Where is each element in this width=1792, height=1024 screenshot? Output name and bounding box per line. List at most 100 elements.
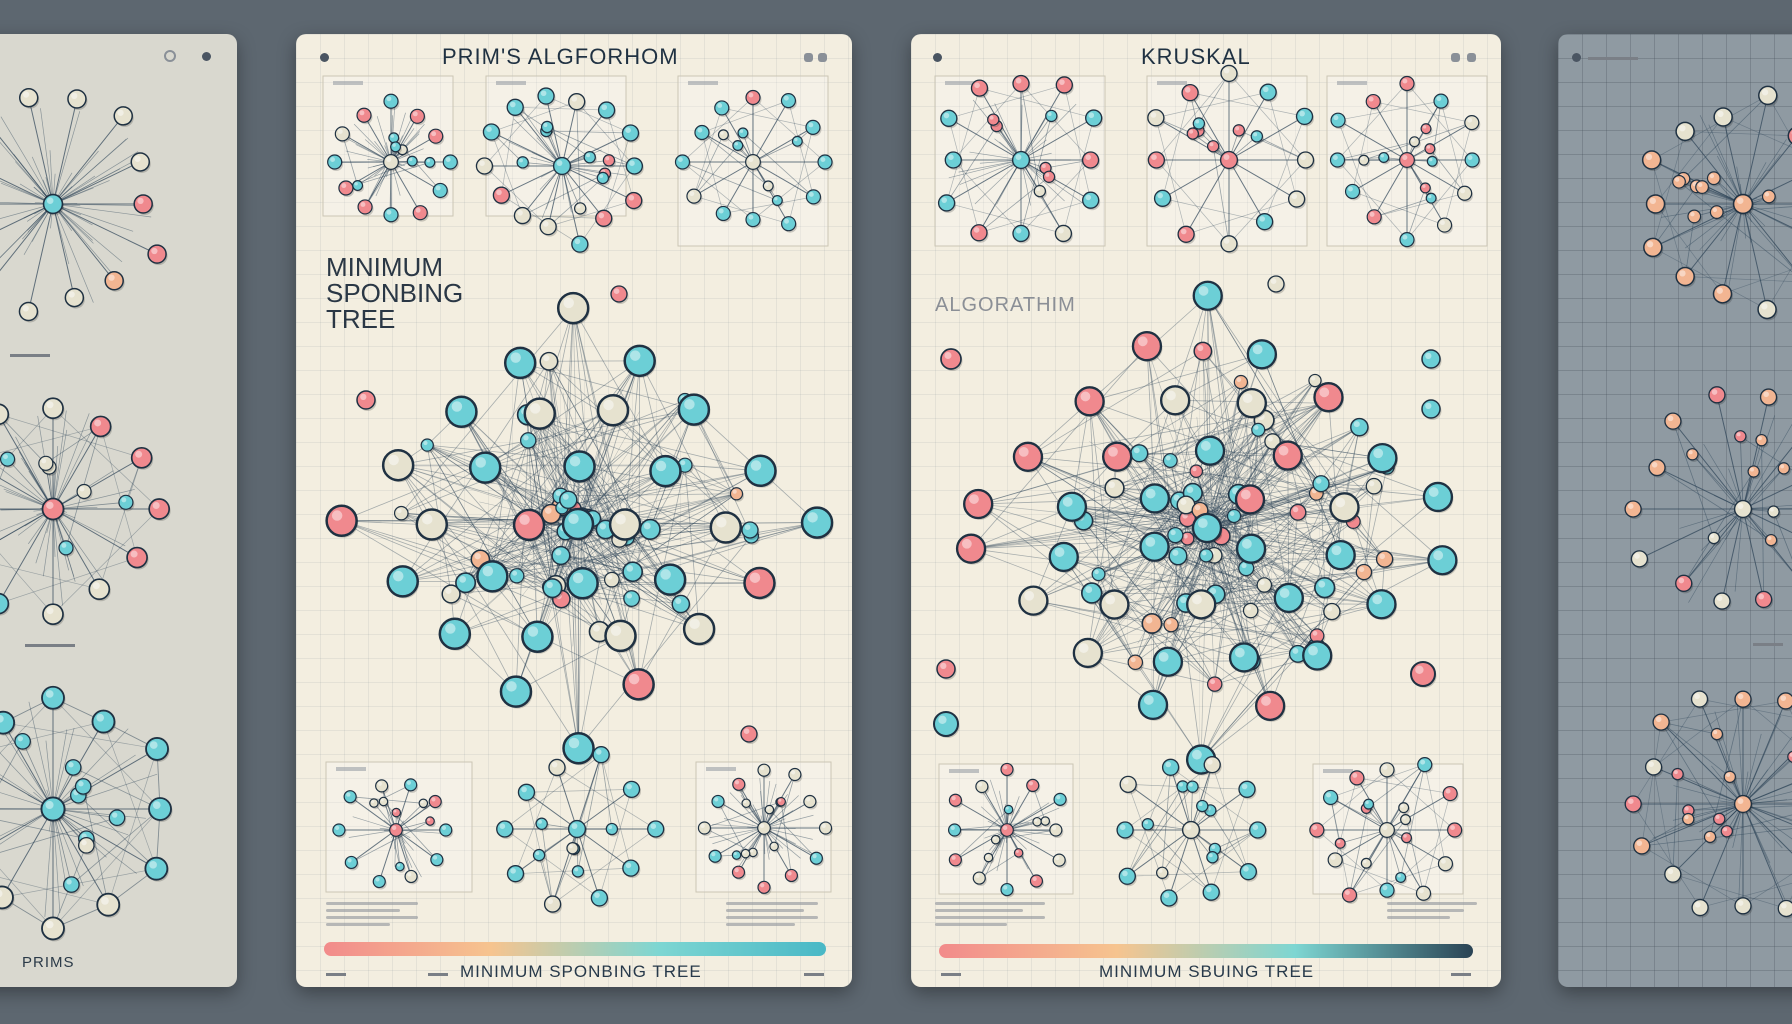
graph-edge <box>1683 95 1769 180</box>
graph-edge <box>52 808 109 905</box>
graph-edge <box>1652 203 1744 248</box>
graph-edge <box>519 362 557 586</box>
graph-node <box>987 113 1000 126</box>
window-control[interactable] <box>1451 53 1460 62</box>
graph-edge <box>1233 515 1382 605</box>
graph-edge <box>1114 555 1207 605</box>
graph-edge <box>1330 797 1388 831</box>
window-control[interactable] <box>818 53 827 62</box>
graph-edge <box>52 161 141 205</box>
graph-edge <box>1673 785 1744 805</box>
graph-edge <box>491 362 521 577</box>
graph-edge <box>400 307 574 514</box>
graph-edge <box>1269 507 1345 706</box>
graph-edge <box>527 440 626 525</box>
graph-edge <box>1138 452 1333 612</box>
graph-edge <box>1761 440 1765 600</box>
graph-edge <box>1098 573 1271 707</box>
graph-node <box>1710 727 1724 741</box>
graph-edge <box>52 754 136 810</box>
graph-edge <box>545 95 631 134</box>
graph-edge <box>600 754 632 869</box>
graph-node <box>605 822 619 836</box>
graph-node <box>970 224 988 242</box>
graph-node <box>1235 533 1267 564</box>
gradient-scale-bar <box>324 942 826 956</box>
graph-edge <box>52 203 115 282</box>
graph-edge <box>701 132 754 163</box>
window-control[interactable] <box>1467 53 1476 62</box>
graph-edge <box>1386 829 1446 865</box>
graph-edge <box>1228 159 1306 245</box>
graph-edge <box>426 444 538 637</box>
window-control[interactable] <box>804 53 813 62</box>
graph-edge <box>1245 567 1299 655</box>
graph-edge <box>1406 187 1426 240</box>
graph-edge <box>714 827 765 857</box>
graph-edge <box>515 767 558 874</box>
graph-node <box>1000 762 1014 777</box>
graph-node <box>970 79 989 97</box>
graph-edge <box>397 464 562 600</box>
graph-node <box>42 193 64 215</box>
graph-edge <box>577 523 662 611</box>
graph-edge <box>1688 805 1792 811</box>
graph-node <box>395 861 405 872</box>
graph-edge <box>1168 829 1258 899</box>
graph-edge <box>1098 396 1329 575</box>
graph-edge <box>491 101 577 133</box>
graph-edge <box>351 820 431 863</box>
graph-edge <box>1209 419 1265 531</box>
graph-node <box>1000 882 1014 897</box>
graph-node <box>596 393 630 427</box>
graph-edge <box>1170 766 1258 831</box>
graph-edge <box>395 829 422 878</box>
graph-node <box>740 725 758 743</box>
graph-edge <box>52 508 63 606</box>
graph-edge <box>561 399 686 509</box>
graph-edge <box>1063 117 1095 234</box>
prims-footer: MINIMUM SPONBING TREE <box>460 962 702 981</box>
graph-edge <box>1709 699 1744 837</box>
graph-edge <box>1352 101 1374 192</box>
graph-edge <box>401 399 686 514</box>
graph-edge <box>572 308 579 525</box>
graph-edge <box>1742 396 1770 510</box>
graph-edge <box>1177 555 1333 612</box>
graph-edge <box>752 140 798 163</box>
graph-node <box>937 194 956 212</box>
graph-edge <box>1206 483 1322 529</box>
graph-edge <box>1742 203 1792 229</box>
graph-edge <box>611 579 681 605</box>
graph-node <box>1186 589 1217 620</box>
graph-edge <box>1206 419 1265 529</box>
graph-edge <box>1168 829 1192 899</box>
graph-edge <box>484 467 700 630</box>
graph-edge <box>578 400 686 526</box>
graph-edge <box>1154 396 1329 499</box>
graph-node <box>492 186 511 204</box>
graph-edge <box>52 728 129 810</box>
graph-node <box>1189 464 1204 478</box>
graph-edge <box>1209 450 1317 494</box>
graph-edge <box>390 161 421 213</box>
graph-edge <box>577 409 695 525</box>
graph-edge <box>1722 116 1744 205</box>
graph-edge <box>52 508 100 590</box>
window-dot <box>320 53 329 62</box>
graph-node <box>1777 462 1791 475</box>
graph-edge <box>946 159 1022 204</box>
graph-edge <box>1400 764 1426 878</box>
graph-edge <box>1114 470 1197 489</box>
graph-edge <box>1652 131 1686 248</box>
graph-edge <box>544 523 579 625</box>
graph-edge <box>0 177 54 205</box>
graph-node <box>1464 152 1480 168</box>
graph-edge <box>978 829 1008 879</box>
graph-edge <box>1656 467 1744 510</box>
graph-edge <box>1185 429 1259 604</box>
graph-edge <box>491 131 523 216</box>
graph-node <box>1777 692 1792 710</box>
graph-edge <box>556 767 578 830</box>
graph-edge <box>395 829 438 861</box>
